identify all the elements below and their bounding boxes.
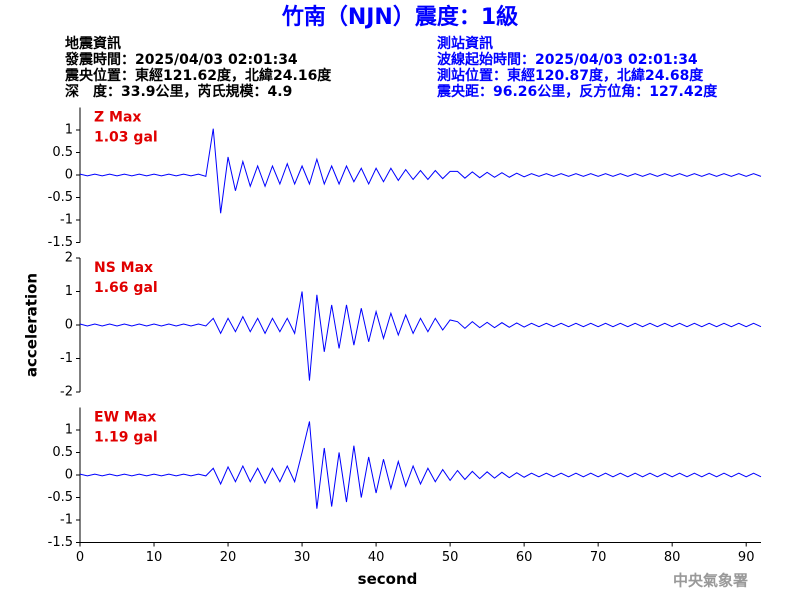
event-info: 發震時間：2025/04/03 02:01:34 [64,51,298,68]
y-tick-label: 2 [65,251,73,266]
event-info: 地震資訊 [65,35,121,52]
event-info: 震央位置：東經121.62度，北緯24.16度 [64,67,332,84]
y-tick-label: -0.5 [48,490,73,505]
y-tick-label: -1.5 [48,235,73,250]
waveform [79,128,762,214]
x-axis-label: second [358,570,418,588]
x-tick-label: 0 [76,550,84,565]
x-tick-label: 70 [590,550,607,565]
y-tick-label: 1 [65,284,73,299]
max-annotation: NS Max [94,260,153,276]
x-tick-label: 30 [294,550,311,565]
y-tick-label: -1 [60,213,73,228]
y-tick-label: 1 [65,423,73,438]
y-tick-label: 1 [65,123,73,138]
x-tick-label: 50 [442,550,459,565]
event-info: 深 度：33.9公里，芮氏規模：4.9 [65,83,292,100]
y-tick-label: 0 [65,168,73,183]
station-info: 測站位置：東經120.87度，北緯24.68度 [437,67,704,84]
max-annotation: 1.19 gal [94,430,158,446]
y-tick-label: 0 [65,468,73,483]
x-tick-label: 40 [368,550,385,565]
y-tick-label: 0.5 [52,145,73,160]
x-tick-label: 20 [220,550,237,565]
max-annotation: 1.66 gal [94,280,158,296]
station-info: 測站資訊 [437,35,493,52]
y-tick-label: 0.5 [52,445,73,460]
x-tick-label: 60 [516,550,533,565]
agency-footer: 中央氣象署 [673,572,748,590]
y-tick-label: -0.5 [48,190,73,205]
station-info: 震央距：96.26公里，反方位角：127.42度 [436,83,718,100]
y-tick-label: -1 [60,513,73,528]
x-tick-label: 90 [738,550,755,565]
y-tick-label: 0 [65,318,73,333]
max-annotation: 1.03 gal [94,130,158,146]
x-tick-label: 10 [146,550,163,565]
page-title: 竹南（NJN）震度：1級 [281,4,518,30]
y-tick-label: -1.5 [48,535,73,550]
y-axis-label: acceleration [23,273,41,377]
max-annotation: Z Max [94,110,141,126]
station-info: 波線起始時間：2025/04/03 02:01:34 [437,51,698,68]
waveform [79,291,762,381]
x-tick-label: 80 [664,550,681,565]
y-tick-label: -1 [60,351,73,366]
waveform [79,421,762,509]
max-annotation: EW Max [94,410,156,426]
y-tick-label: -2 [60,385,73,400]
